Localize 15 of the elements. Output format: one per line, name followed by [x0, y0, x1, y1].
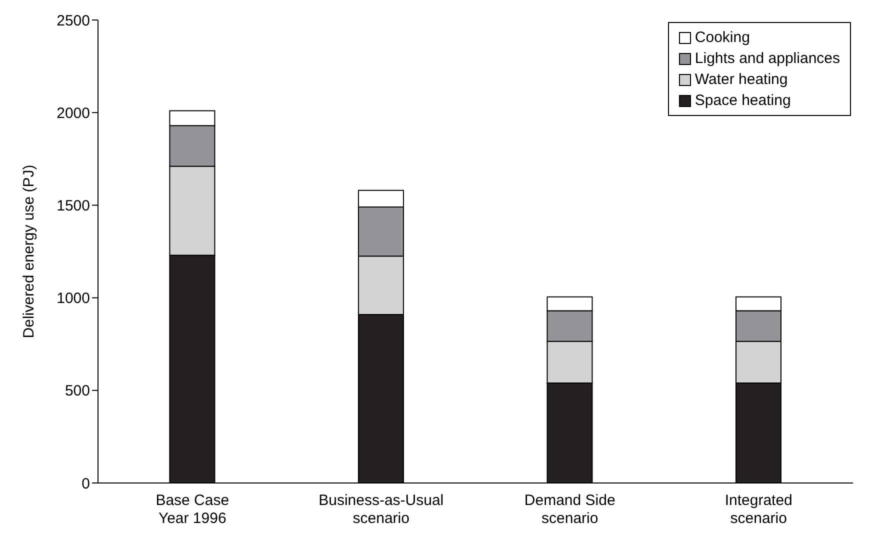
y-tick-label: 1500 [56, 198, 90, 215]
y-tick-label: 1000 [56, 290, 90, 308]
x-tick-label: Base Case Year 1996 [156, 492, 230, 527]
x-tick-label: Demand Side scenario [524, 492, 616, 527]
legend-label: Space heating [694, 91, 792, 111]
legend-label: Water heating [694, 70, 789, 90]
y-tick-label: 0 [82, 475, 90, 492]
legend-label: Cooking [694, 28, 751, 48]
y-tick-label: 500 [64, 382, 90, 400]
x-tick-label: Integrated scenario [724, 492, 792, 527]
y-axis-title: Delivered energy use (PJ) [20, 164, 38, 338]
x-tick-label: Business-as-Usual scenario [318, 492, 444, 527]
legend-label: Lights and appliances [694, 49, 840, 69]
y-tick-label: 2000 [56, 104, 90, 122]
y-tick-label: 2500 [56, 12, 90, 30]
